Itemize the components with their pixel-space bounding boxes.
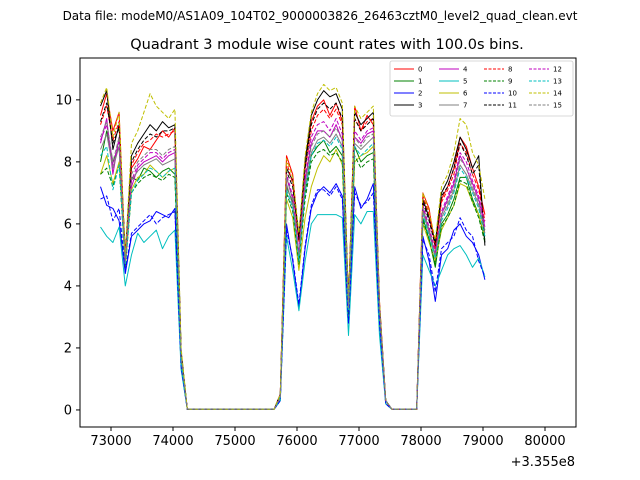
series-line-15 [100,121,486,410]
plot-area-frame [79,57,577,428]
datafile-label: Data file: modeM0/AS1A09_104T02_90000038… [63,9,578,23]
x-tick-label: 77000 [338,434,379,449]
x-tick-label: 73000 [90,434,131,449]
legend-label-6: 6 [463,90,468,98]
series-line-8 [100,105,486,410]
series-line-5 [100,211,486,410]
series-line-14 [100,83,486,410]
x-tick-label: 78000 [400,434,441,449]
legend-label-14: 14 [553,90,562,98]
x-tick-label: 76000 [276,434,317,449]
y-tick-label: 2 [64,341,72,356]
x-tick-label: 80000 [524,434,565,449]
chart-title: Quadrant 3 module wise count rates with … [130,37,524,53]
axes-layer: 73000 74000 75000 76000 77000 78000 79000 80000… [55,93,565,449]
legend-label-13: 13 [553,78,562,86]
y-tick-label: 8 [64,155,72,170]
legend-box [389,60,574,117]
legend-label-7: 7 [463,102,467,110]
x-tick-label: 79000 [462,434,503,449]
legend-label-2: 2 [418,90,422,98]
x-tick-label: 74000 [152,434,193,449]
legend-label-15: 15 [553,102,562,110]
y-tick-label: 6 [64,217,72,232]
legend-label-8: 8 [508,66,512,74]
legend-label-1: 1 [418,78,422,86]
x-offset-label: +3.355e8 [511,455,575,470]
legend-label-10: 10 [508,90,517,98]
legend-label-9: 9 [508,78,512,86]
y-tick-label: 0 [64,403,72,418]
legend-label-11: 11 [508,102,517,110]
series-layer [100,83,486,410]
series-line-0 [100,93,486,410]
x-tick-label: 75000 [214,434,255,449]
y-tick-label: 10 [55,93,72,108]
series-line-10 [100,186,486,410]
legend-label-4: 4 [463,66,468,74]
legend-label-3: 3 [418,102,422,110]
series-line-12 [100,118,486,410]
y-tick-label: 4 [64,279,72,294]
legend-label-5: 5 [463,78,467,86]
legend-label-0: 0 [418,66,422,74]
legend-label-12: 12 [553,66,562,74]
